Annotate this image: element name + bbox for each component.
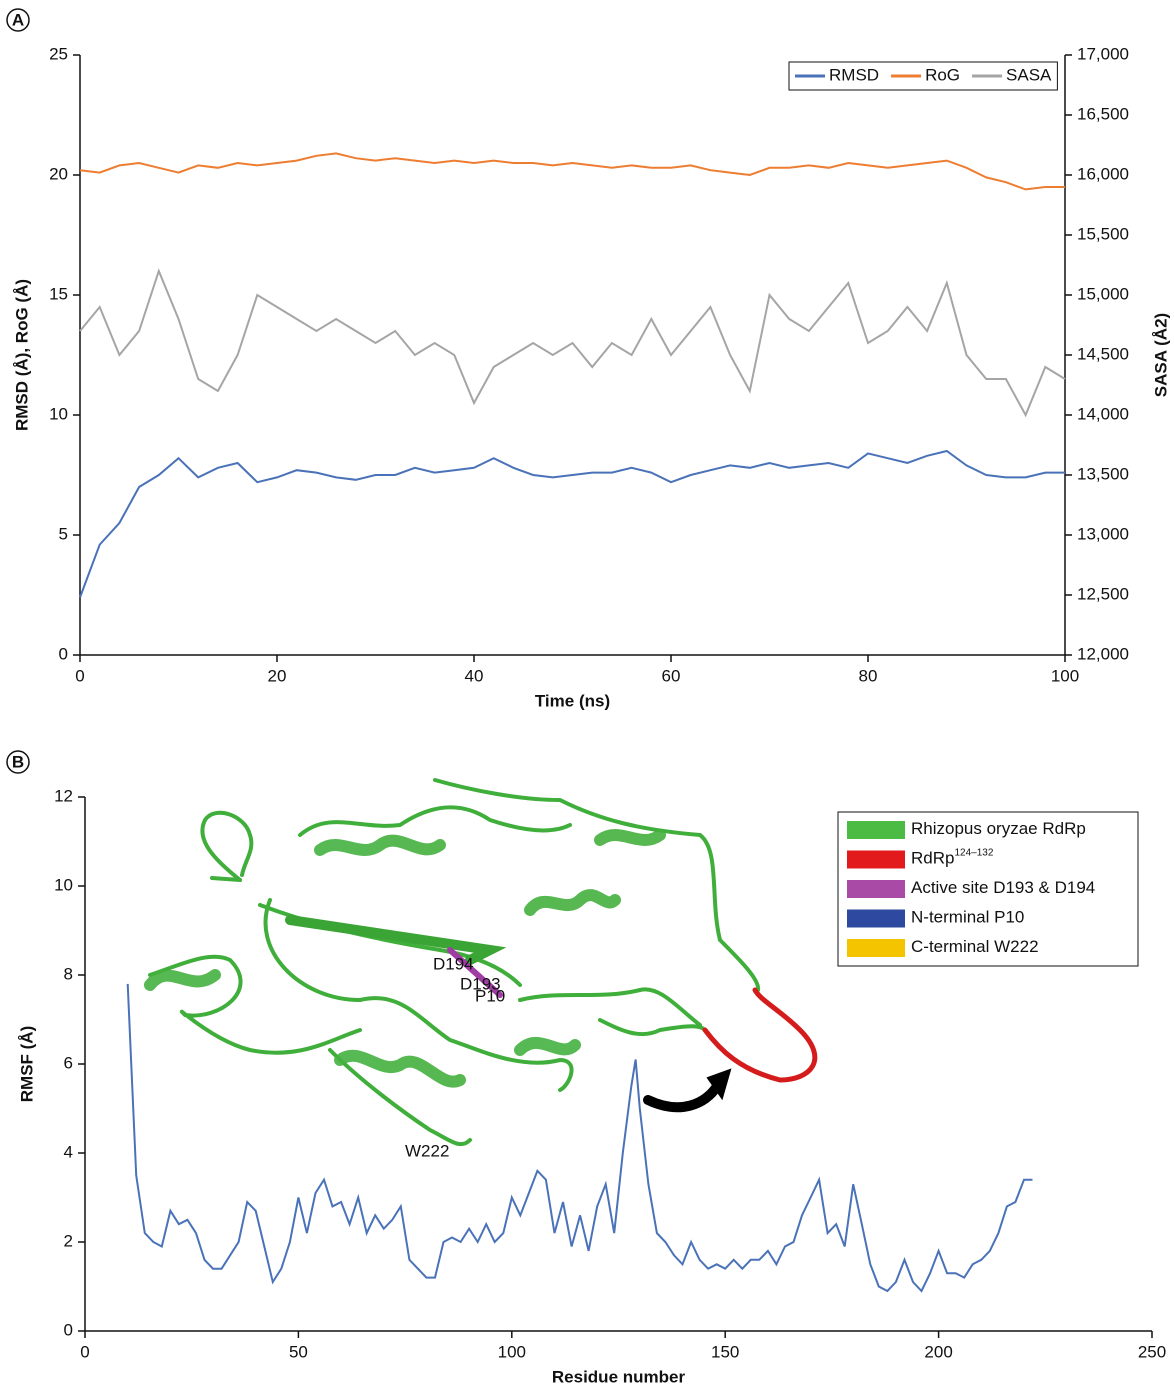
legend: Rhizopus oryzae RdRp RdRp124–132 Active si… (837, 811, 1139, 967)
y-tick-label: 6 (64, 1053, 73, 1072)
legend-label: N-terminal P10 (911, 908, 1024, 927)
x-tick-label: 250 (1138, 1342, 1166, 1361)
legend-label: RoG (925, 65, 960, 84)
panel-label: A (12, 10, 24, 29)
protein-structure (144, 778, 818, 1147)
x-tick-label: 100 (1051, 666, 1079, 685)
data-line (126, 983, 1033, 1293)
legend-label-sup: 124–132 (954, 847, 993, 858)
data-line (79, 152, 1065, 191)
x-tick-label: 200 (924, 1342, 952, 1361)
x-tick-label: 0 (80, 1342, 89, 1361)
y-axis-label: RMSF (Å) (17, 1026, 36, 1102)
panel-label: B (12, 752, 24, 771)
y2-tick-label: 16,500 (1077, 104, 1129, 123)
y-tick-label: 4 (64, 1142, 73, 1161)
y-tick-label: 2 (64, 1231, 73, 1250)
y2-tick-label: 12,000 (1077, 644, 1129, 663)
x-tick-label: 50 (289, 1342, 308, 1361)
legend-label-text: Active site D193 & D194 (911, 878, 1095, 897)
y2-tick-label: 13,000 (1077, 524, 1129, 543)
legend-swatch (847, 821, 905, 839)
y2-tick-label: 14,500 (1077, 344, 1129, 363)
y2-tick-label: 15,500 (1077, 224, 1129, 243)
structure-annotation: P10 (475, 986, 505, 1005)
x-tick-label: 100 (498, 1342, 526, 1361)
x-tick-label: 80 (859, 666, 878, 685)
y-tick-label: 0 (64, 1320, 73, 1339)
y-tick-label: 10 (49, 404, 68, 423)
legend-swatch (847, 909, 905, 928)
data-line (79, 268, 1066, 418)
y-tick-label: 0 (59, 644, 68, 663)
legend: RMSD RoG SASA (788, 61, 1058, 91)
structure-annotation: D193 (460, 974, 501, 993)
x-axis-label: Time (ns) (535, 691, 610, 710)
x-tick-label: 20 (268, 666, 287, 685)
legend-frame (788, 61, 1058, 91)
legend-label-text: RdRp (911, 849, 954, 868)
y-tick-label: 12 (54, 786, 73, 805)
legend-label: SASA (1006, 65, 1052, 84)
y-tick-label: 25 (49, 44, 68, 63)
legend-label-text: Rhizopus oryzae RdRp (911, 819, 1086, 838)
legend-swatch (847, 850, 905, 869)
legend-label: C-terminal W222 (911, 937, 1039, 956)
y2-tick-label: 17,000 (1077, 44, 1129, 63)
panel-label-circle (6, 8, 30, 32)
y2-tick-label: 14,000 (1077, 404, 1129, 423)
x-tick-label: 0 (75, 666, 84, 685)
legend-swatch (847, 939, 905, 957)
y2-tick-label: 12,500 (1077, 584, 1129, 603)
x-tick-label: 150 (711, 1342, 739, 1361)
legend-label: Rhizopus oryzae RdRp (911, 819, 1086, 838)
legend-label-text: N-terminal P10 (911, 908, 1024, 927)
y2-tick-label: 13,500 (1077, 464, 1129, 483)
y-tick-label: 10 (54, 875, 73, 894)
legend-swatch (847, 880, 905, 898)
panel-label-circle (6, 750, 30, 774)
data-line (79, 449, 1065, 598)
x-axis-label: Residue number (552, 1367, 686, 1386)
y-tick-label: 8 (64, 964, 73, 983)
y-tick-label: 15 (49, 284, 68, 303)
structure-annotation: D194 (433, 954, 474, 973)
y2-axis-label: SASA (Å2) (1151, 313, 1170, 397)
legend-label: RMSD (829, 65, 879, 84)
x-tick-label: 40 (465, 666, 484, 685)
legend-label-text: C-terminal W222 (911, 937, 1039, 956)
x-tick-label: 60 (662, 666, 681, 685)
legend-label: RdRp124–132 (911, 847, 994, 868)
y2-tick-label: 15,000 (1077, 284, 1129, 303)
structure-annotation: W222 (405, 1141, 449, 1160)
legend-label: Active site D193 & D194 (911, 878, 1095, 897)
y-axis-label: RMSD (Å), RoG (Å) (12, 279, 31, 431)
y-tick-label: 20 (49, 164, 68, 183)
y2-tick-label: 16,000 (1077, 164, 1129, 183)
y-tick-label: 5 (59, 524, 68, 543)
